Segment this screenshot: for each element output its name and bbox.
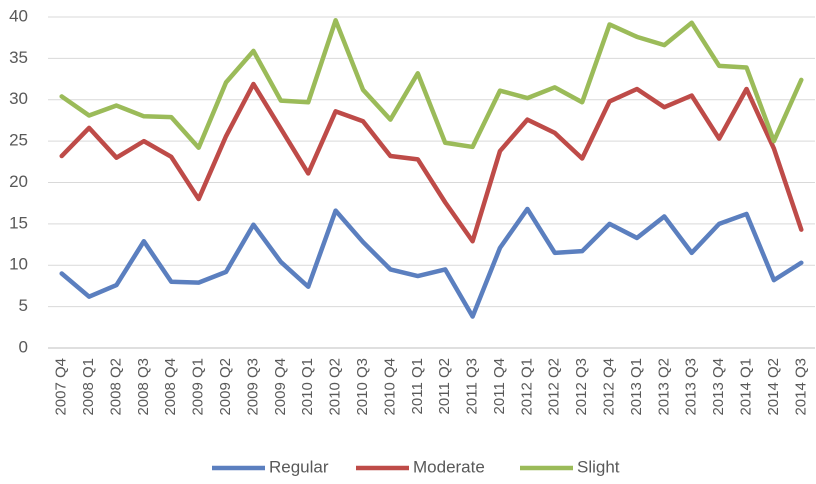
x-tick-label: 2012 Q2	[546, 358, 563, 416]
x-tick-label: 2007 Q4	[53, 358, 70, 416]
y-tick-label: 10	[9, 255, 28, 274]
y-tick-label: 40	[9, 6, 28, 25]
x-tick-label: 2013 Q1	[628, 358, 645, 416]
series-line	[59, 206, 804, 319]
x-tick-label: 2012 Q3	[573, 358, 590, 416]
x-tick-label: 2010 Q2	[327, 358, 344, 416]
y-tick-label: 25	[9, 131, 28, 150]
y-tick-label: 5	[19, 296, 28, 315]
x-tick-label: 2009 Q2	[217, 358, 234, 416]
y-tick-label: 15	[9, 213, 28, 232]
x-tick-label: 2008 Q3	[135, 358, 152, 416]
series-line	[59, 18, 804, 150]
legend-label: Moderate	[413, 457, 485, 476]
x-tick-label: 2012 Q1	[518, 358, 535, 416]
x-tick-label: 2014 Q2	[765, 358, 782, 416]
x-tick-label: 2011 Q2	[436, 358, 453, 414]
x-tick-label: 2013 Q3	[683, 358, 700, 416]
x-tick-label: 2008 Q4	[162, 358, 179, 416]
x-tick-label: 2011 Q1	[409, 358, 426, 414]
x-tick-label: 2011 Q3	[464, 358, 481, 414]
y-tick-label: 30	[9, 89, 28, 108]
x-tick-label: 2009 Q1	[190, 358, 207, 416]
x-tick-label: 2009 Q4	[272, 358, 289, 416]
x-tick-label: 2012 Q4	[601, 358, 618, 416]
x-tick-label: 2008 Q1	[80, 358, 97, 416]
x-tick-label: 2010 Q3	[354, 358, 371, 416]
y-tick-label: 20	[9, 172, 28, 191]
x-tick-label: 2010 Q4	[381, 358, 398, 416]
x-tick-label: 2008 Q2	[107, 358, 124, 416]
x-tick-label: 2013 Q2	[655, 358, 672, 416]
x-tick-label: 2013 Q4	[710, 358, 727, 416]
x-tick-label: 2009 Q3	[244, 358, 261, 416]
y-tick-label: 0	[19, 337, 28, 356]
y-tick-label: 35	[9, 48, 28, 67]
legend-label: Slight	[577, 457, 620, 476]
x-tick-label: 2014 Q3	[792, 358, 809, 416]
x-tick-label: 2011 Q4	[491, 358, 508, 414]
series-line	[59, 81, 804, 244]
x-tick-label: 2010 Q1	[299, 358, 316, 416]
x-tick-label: 2014 Q1	[737, 358, 754, 416]
legend-label: Regular	[269, 457, 329, 476]
